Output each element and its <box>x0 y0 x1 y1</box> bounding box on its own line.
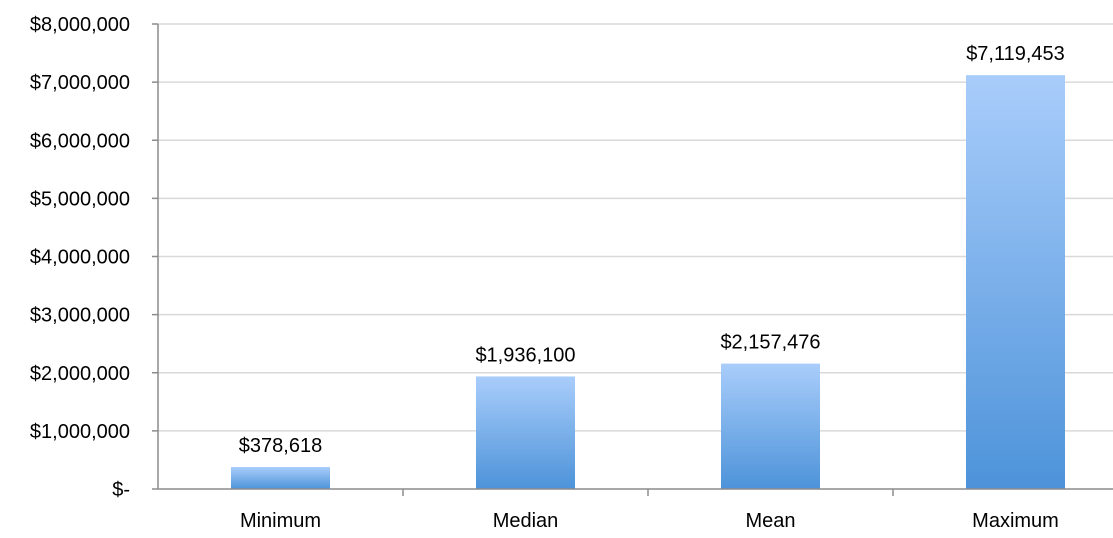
bar-maximum <box>966 75 1065 489</box>
bars <box>231 75 1065 489</box>
labels: $- $1,000,000 $2,000,000 $3,000,000 $4,000,0… <box>30 14 1065 532</box>
y-tick-label: $2,000,000 <box>30 363 130 385</box>
y-tick-label: $- <box>112 479 130 501</box>
x-tick-label-median: Median <box>493 510 559 532</box>
y-tick-label: $1,000,000 <box>30 421 130 443</box>
data-label-median: $1,936,100 <box>475 344 575 366</box>
bar-median <box>476 376 575 489</box>
y-tick-label: $5,000,000 <box>30 188 130 210</box>
data-label-maximum: $7,119,453 <box>966 43 1065 65</box>
x-tick-label-maximum: Maximum <box>972 510 1059 532</box>
gridlines <box>158 23 1113 432</box>
x-tick-label-mean: Mean <box>745 510 795 532</box>
bar-minimum <box>231 466 330 489</box>
data-label-mean: $2,157,476 <box>720 332 820 354</box>
y-tick-label: $4,000,000 <box>30 247 130 269</box>
y-tick-label: $7,000,000 <box>30 72 130 94</box>
bar-mean <box>721 363 820 489</box>
x-tick-label-minimum: Minimum <box>240 510 321 532</box>
y-tick-label: $8,000,000 <box>30 14 130 36</box>
y-tick-label: $3,000,000 <box>30 305 130 327</box>
data-label-minimum: $378,618 <box>239 435 322 457</box>
axes <box>152 23 1113 496</box>
y-tick-label: $6,000,000 <box>30 130 130 152</box>
